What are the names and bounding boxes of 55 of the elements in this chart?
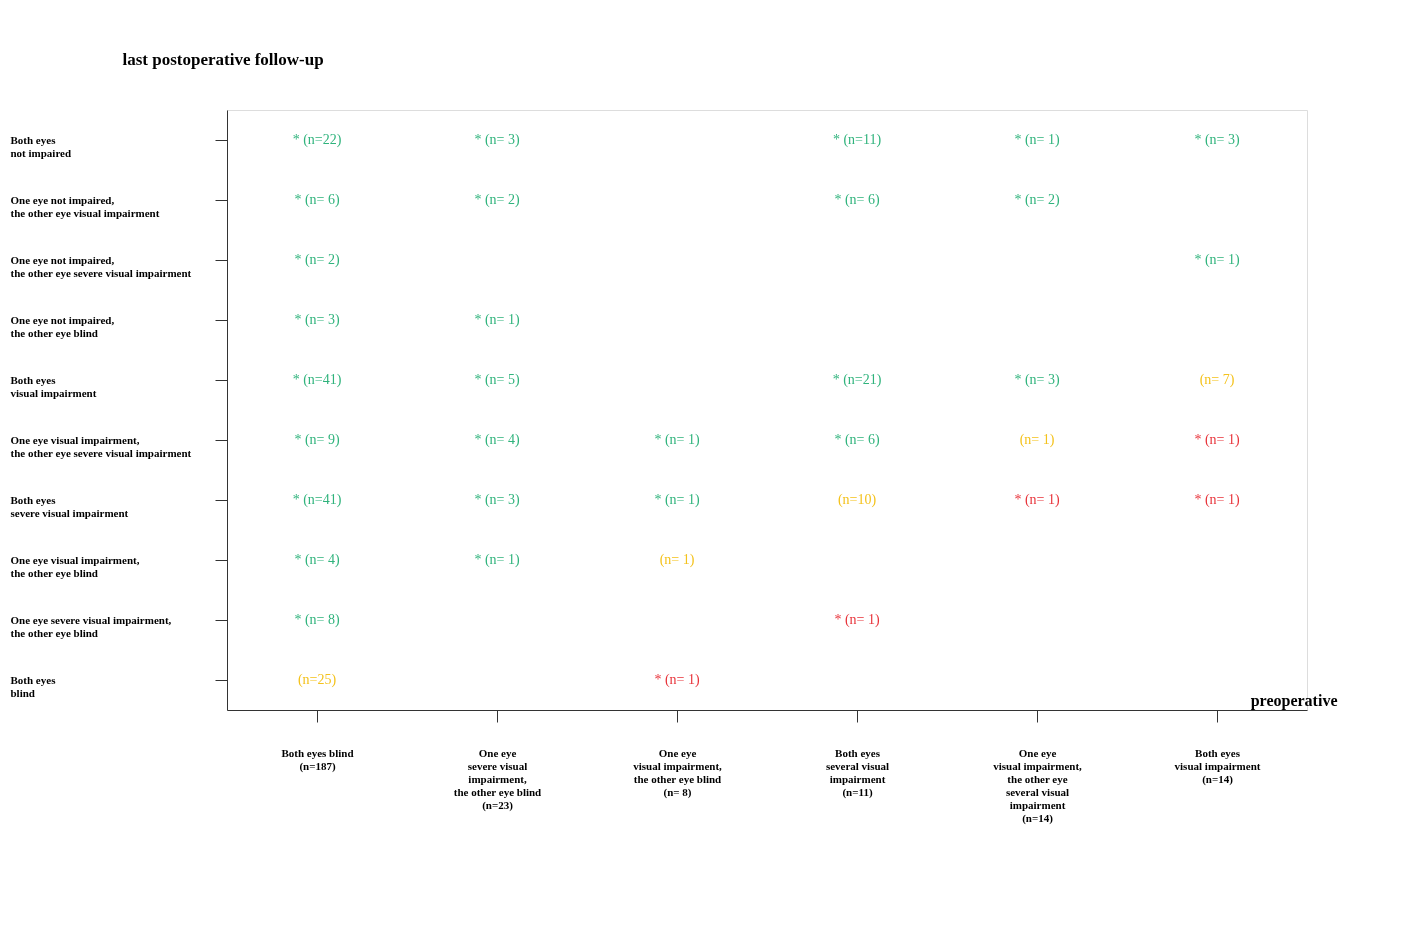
data-label: * (n= 2): [474, 192, 520, 208]
y-tick-label: One eye not impaired, the other eye visual impairment: [10, 193, 160, 219]
y-tick-label: One eye not impaired, the other eye severe visual impairment: [10, 253, 192, 279]
data-label: * (n= 8): [294, 612, 340, 628]
data-label: * (n=22): [292, 132, 342, 148]
y-tick-label: One eye not impaired, the other eye blind: [10, 313, 115, 339]
data-label: * (n= 6): [834, 432, 880, 448]
data-label: * (n= 3): [294, 312, 340, 328]
data-label: * (n= 3): [474, 492, 520, 508]
data-label: * (n= 1): [1014, 492, 1060, 508]
y-tick-label: Both eyes severe visual impairment: [10, 493, 129, 519]
data-label: * (n= 2): [1014, 192, 1060, 208]
x-tick-label: One eye severe visual impairment, the other eye blind (n=23): [453, 746, 542, 812]
y-tick-label: One eye visual impairment, the other eye severe visual impairment: [10, 433, 192, 459]
data-label: * (n= 3): [474, 132, 520, 148]
data-label: (n=10): [837, 492, 877, 508]
data-label: * (n= 3): [1014, 372, 1060, 388]
data-label: (n= 7): [1199, 372, 1235, 388]
data-label: (n= 1): [659, 552, 695, 568]
y-tick-label: Both eyes not impaired: [10, 133, 72, 159]
x-tick-label: One eye visual impairment, the other eye blind (n= 8): [633, 746, 723, 799]
data-label: * (n= 1): [474, 552, 520, 568]
x-tick-label: One eye visual impairment, the other eye several visual impairment (n=14): [993, 746, 1083, 825]
data-label: * (n= 1): [1194, 432, 1240, 448]
data-label: * (n= 6): [294, 192, 340, 208]
y-tick-label: Both eyes blind: [10, 673, 57, 699]
y-tick-label: One eye visual impairment, the other eye blind: [10, 553, 140, 579]
data-label: * (n= 2): [294, 252, 340, 268]
data-label: (n=25): [297, 672, 337, 688]
x-tick-label: Both eyes blind (n=187): [281, 746, 354, 773]
x-axis-title: preoperative: [1250, 691, 1338, 710]
data-label: * (n=41): [292, 372, 342, 388]
data-label: * (n= 1): [654, 672, 700, 688]
data-label: * (n= 1): [654, 492, 700, 508]
y-tick-label: Both eyes visual impairment: [10, 373, 97, 399]
data-label: * (n=21): [832, 372, 882, 388]
data-label: * (n=41): [292, 492, 342, 508]
data-label: * (n=11): [832, 132, 882, 148]
data-label: * (n= 5): [474, 372, 520, 388]
data-label: * (n= 1): [654, 432, 700, 448]
data-label: * (n= 1): [474, 312, 520, 328]
data-label: * (n= 1): [1194, 252, 1240, 268]
x-tick-label: Both eyes visual impairment (n=14): [1174, 746, 1261, 786]
y-axis-title: last postoperative follow-up: [122, 49, 324, 69]
data-label: * (n= 1): [1194, 492, 1240, 508]
data-label: * (n= 3): [1194, 132, 1240, 148]
data-label: * (n= 9): [294, 432, 340, 448]
data-label: * (n= 1): [834, 612, 880, 628]
data-label: * (n= 4): [294, 552, 340, 568]
data-label: (n= 1): [1019, 432, 1055, 448]
x-tick-label: Both eyes several visual impairment (n=11): [825, 746, 890, 799]
data-label: * (n= 1): [1014, 132, 1060, 148]
y-tick-label: One eye severe visual impairment, the other eye blind: [10, 613, 172, 639]
data-label: * (n= 4): [474, 432, 520, 448]
data-label: * (n= 6): [834, 192, 880, 208]
